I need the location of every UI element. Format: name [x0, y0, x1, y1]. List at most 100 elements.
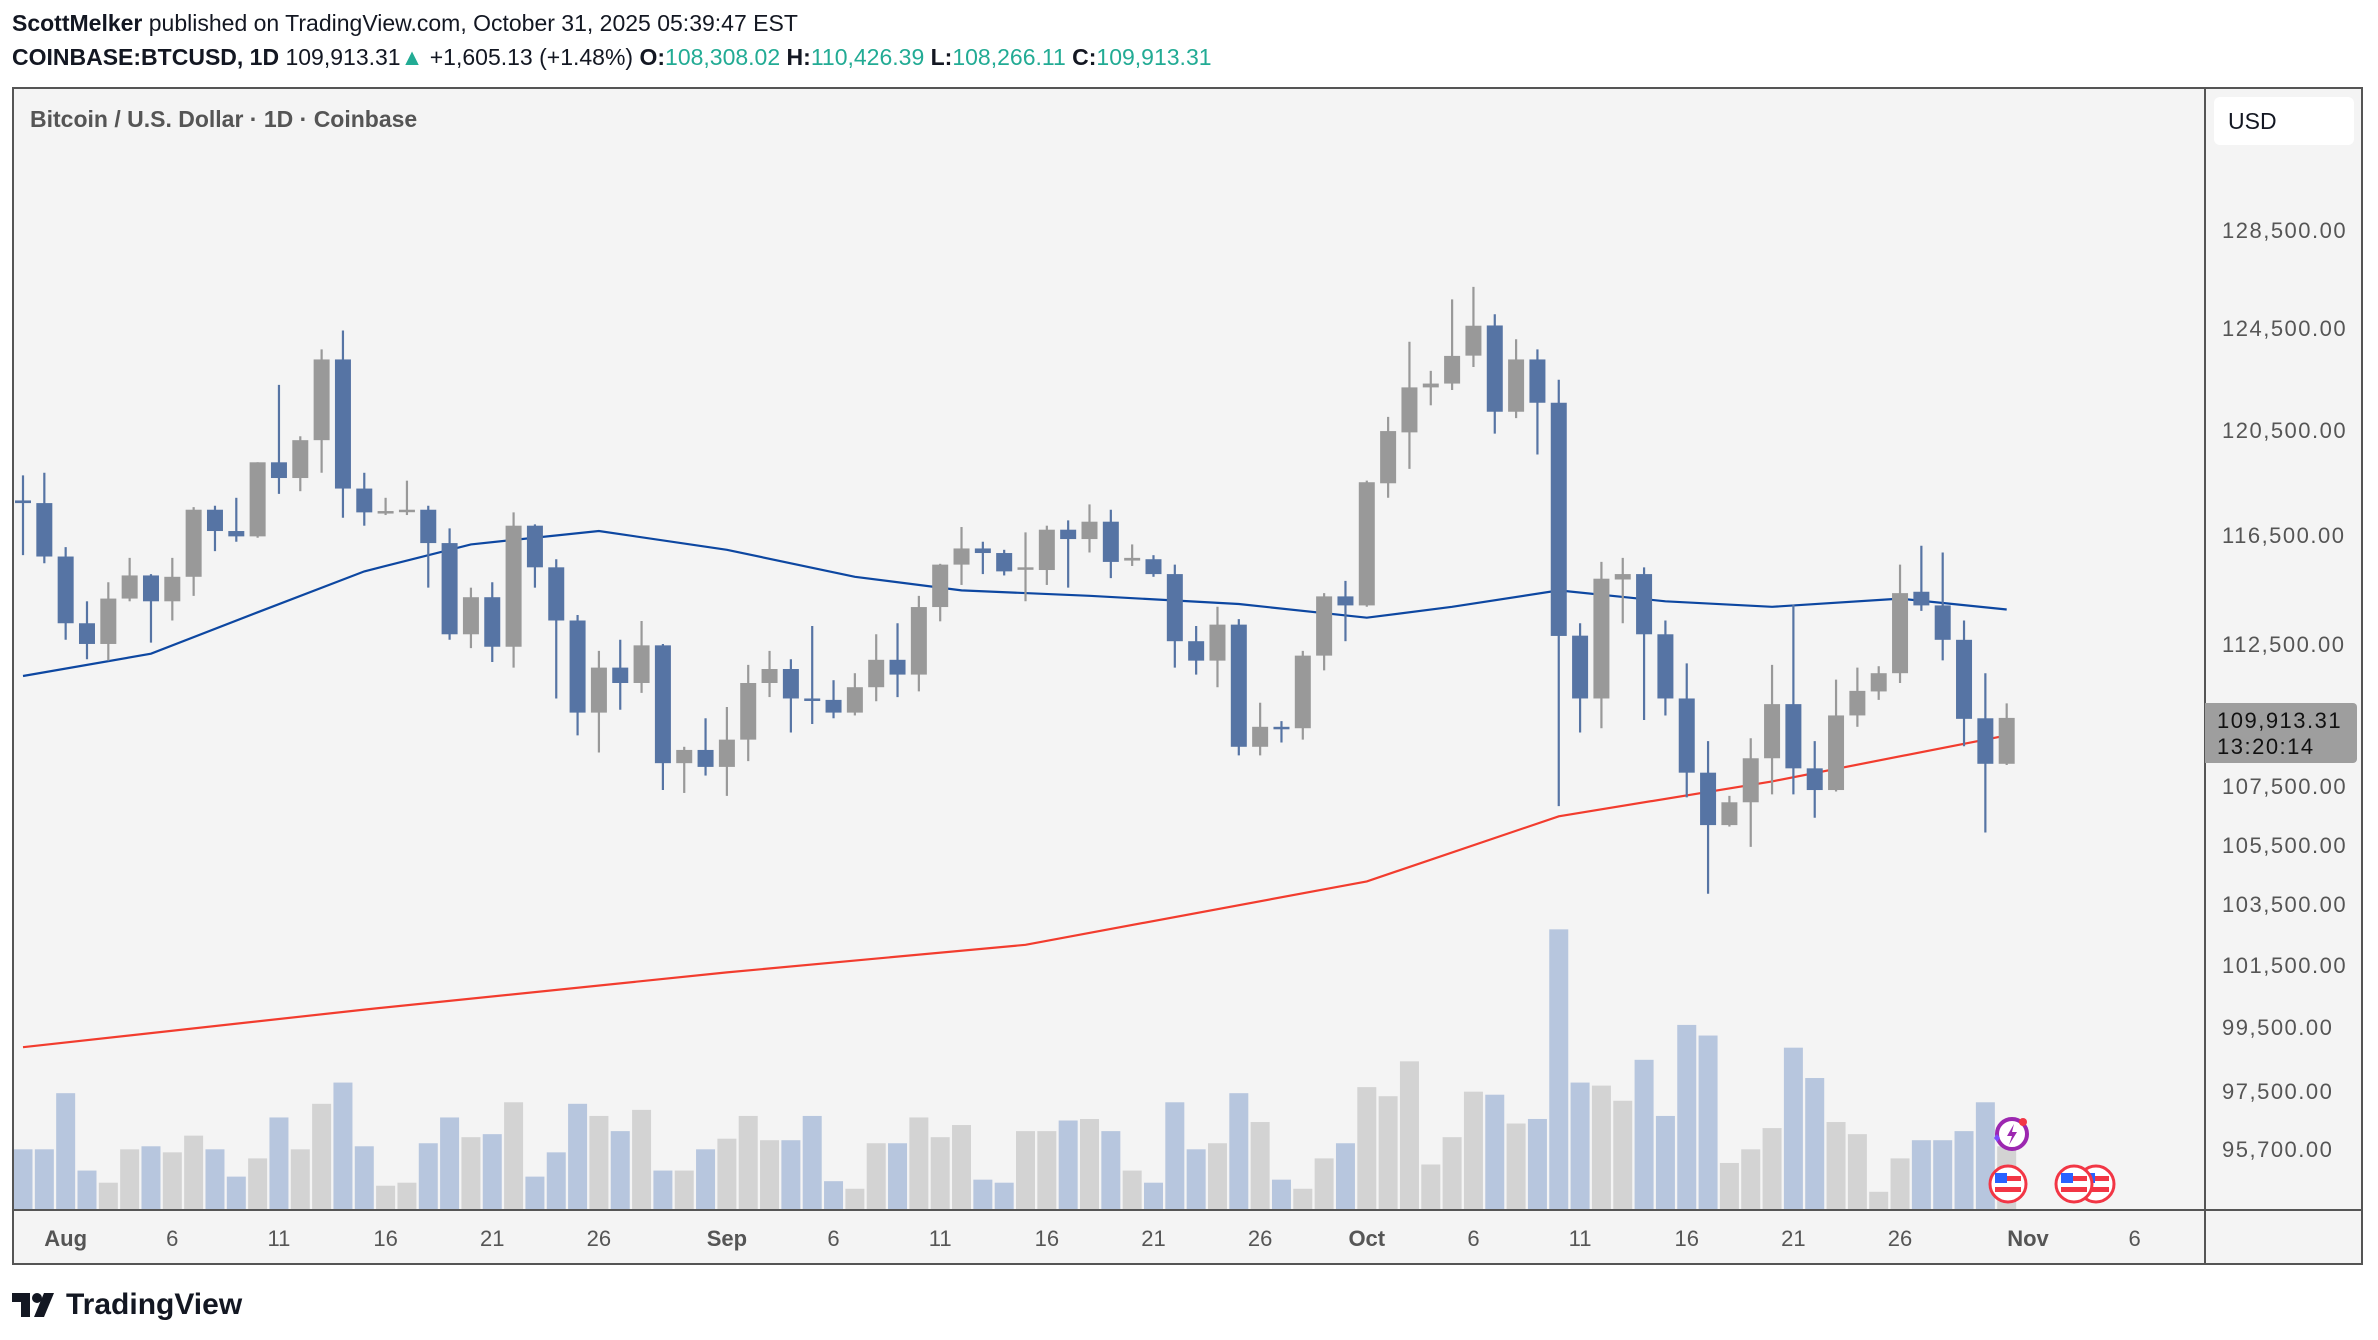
candle: [569, 615, 586, 736]
candle: [1849, 667, 1866, 727]
candle-body: [1017, 567, 1034, 570]
volume-bar: [824, 1181, 844, 1209]
candle: [1956, 620, 1973, 747]
candle: [100, 582, 117, 661]
volume-bar: [1506, 1123, 1526, 1209]
candle: [1145, 555, 1162, 577]
volume-bar: [248, 1158, 268, 1209]
volume-bar: [1271, 1179, 1291, 1209]
candle: [1764, 664, 1781, 795]
publish-info: ScottMelker published on TradingView.com…: [12, 10, 798, 37]
candle: [377, 497, 394, 516]
moving-average-line: [22, 529, 2007, 678]
volume-bar: [1463, 1091, 1483, 1209]
candle: [953, 527, 970, 585]
candle-body: [142, 575, 159, 602]
candle: [1380, 416, 1397, 498]
candle-body: [441, 543, 458, 635]
candle: [1977, 673, 1994, 833]
candle: [996, 549, 1013, 576]
time-tick-label: Nov: [2007, 1226, 2049, 1251]
volume-bar: [120, 1149, 140, 1209]
candle-body: [740, 683, 757, 740]
candle-body: [377, 511, 394, 514]
time-tick-label: 21: [1141, 1226, 1166, 1251]
volume-bar: [333, 1082, 353, 1209]
candle-body: [1252, 726, 1269, 747]
high-label: H:: [786, 44, 811, 70]
candle: [1230, 619, 1247, 756]
candle: [206, 505, 223, 552]
candle-body: [1550, 402, 1567, 636]
time-tick-label: 6: [2128, 1226, 2141, 1251]
candle: [462, 587, 479, 649]
symbol-info: COINBASE:BTCUSD, 1D 109,913.31▲ +1,605.1…: [12, 44, 1212, 71]
candle-body: [1678, 698, 1695, 773]
candle-body: [1401, 387, 1418, 433]
time-tick-label: 26: [1887, 1226, 1913, 1251]
lightning-event-icon[interactable]: [1986, 1112, 2032, 1158]
volume-bar: [1911, 1140, 1931, 1209]
candle-body: [164, 576, 181, 602]
candle-body: [633, 645, 650, 684]
candle-body: [1102, 521, 1119, 562]
volume-bar: [141, 1146, 161, 1209]
candle-body: [462, 597, 479, 635]
candle: [633, 621, 650, 693]
time-tick-label: 16: [1034, 1226, 1060, 1251]
time-tick-label: 16: [373, 1226, 398, 1251]
author-name[interactable]: ScottMelker: [12, 10, 143, 36]
price-tick-label: 128,500.00: [2222, 217, 2348, 243]
candle: [718, 706, 735, 796]
volume-bar: [1826, 1122, 1846, 1209]
volume-bar: [781, 1140, 801, 1209]
candle-body: [1529, 359, 1546, 403]
current-price-label: 109,913.31 13:20:14: [2205, 703, 2357, 763]
volume-bar: [1016, 1131, 1036, 1209]
candle-body: [1444, 355, 1461, 384]
us-flag-event-icon[interactable]: [2053, 1163, 2095, 1205]
price-tick-label: 124,500.00: [2222, 316, 2348, 342]
volume-bar: [184, 1135, 204, 1209]
candle: [761, 650, 778, 698]
volume-bar: [376, 1185, 396, 1209]
candle: [398, 480, 415, 516]
candle-body: [1785, 704, 1802, 769]
candle: [270, 384, 287, 494]
price-tick-label: 112,500.00: [2222, 632, 2346, 658]
candle-body: [356, 488, 373, 513]
candle: [15, 475, 31, 556]
volume-bar: [1399, 1061, 1419, 1209]
candle-body: [228, 531, 245, 537]
volume-bar: [610, 1131, 630, 1209]
candle: [228, 497, 245, 542]
currency-button[interactable]: USD: [2214, 97, 2354, 145]
volume-bar: [1229, 1093, 1249, 1209]
candle: [441, 528, 458, 640]
time-tick-label: 26: [586, 1226, 612, 1251]
time-tick-label: 11: [928, 1226, 952, 1251]
candle-body: [206, 509, 223, 532]
time-tick-label: 11: [1568, 1226, 1592, 1251]
low-label: L:: [930, 44, 953, 70]
low-value: 108,266.11: [952, 44, 1066, 70]
candle-body: [569, 620, 586, 713]
candle: [1337, 580, 1354, 642]
candle-body: [1700, 772, 1717, 826]
volume-bar: [717, 1138, 737, 1209]
price-tick-label: 101,500.00: [2222, 953, 2348, 979]
volume-bar: [1890, 1158, 1910, 1209]
volume-bar: [1165, 1102, 1185, 1209]
candle-body: [1593, 578, 1610, 699]
candle: [1316, 593, 1333, 671]
candle-body: [185, 509, 202, 577]
us-flag-event-icon[interactable]: [1987, 1163, 2029, 1205]
time-tick-label: 6: [166, 1226, 179, 1251]
volume-bar: [632, 1109, 652, 1209]
tradingview-logo[interactable]: TradingView: [12, 1288, 242, 1322]
candle: [1998, 703, 2015, 765]
candle: [889, 623, 906, 698]
candle: [1614, 557, 1631, 624]
candle-body: [868, 659, 885, 688]
